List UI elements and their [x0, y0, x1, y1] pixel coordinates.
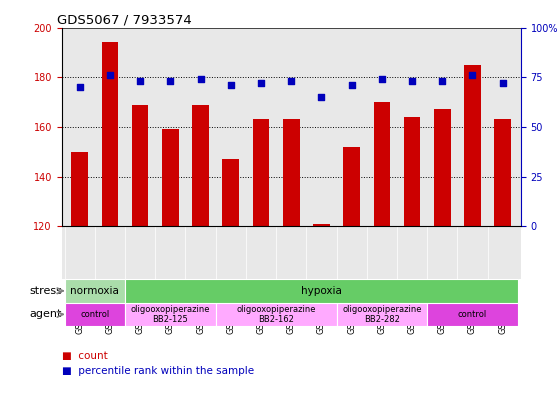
Bar — [125, 303, 216, 326]
Point — [105, 72, 114, 78]
Point — [347, 82, 356, 88]
Text: oligooxopiperazine
BB2-162: oligooxopiperazine BB2-162 — [236, 305, 316, 324]
Text: ■  percentile rank within the sample: ■ percentile rank within the sample — [62, 366, 254, 376]
Bar — [162, 129, 179, 393]
Bar — [222, 159, 239, 393]
Bar — [427, 303, 518, 326]
Point — [226, 82, 235, 88]
Text: control: control — [80, 310, 109, 319]
Bar — [404, 117, 421, 393]
Point — [377, 76, 386, 82]
Text: control: control — [458, 310, 487, 319]
Point — [166, 78, 175, 84]
Bar — [464, 65, 481, 393]
Bar — [101, 42, 118, 393]
Bar — [72, 152, 88, 393]
Bar — [192, 105, 209, 393]
Point — [196, 76, 205, 82]
Bar — [64, 303, 125, 326]
Bar — [132, 105, 148, 393]
Point — [287, 78, 296, 84]
Bar — [494, 119, 511, 393]
Point — [317, 94, 326, 100]
Point — [75, 84, 84, 90]
Text: agent: agent — [30, 309, 62, 320]
Point — [256, 80, 265, 86]
Bar — [374, 102, 390, 393]
Bar — [313, 224, 330, 393]
Bar — [253, 119, 269, 393]
Point — [408, 78, 417, 84]
Bar — [343, 147, 360, 393]
Text: oligooxopiperazine
BB2-125: oligooxopiperazine BB2-125 — [130, 305, 210, 324]
Point — [498, 80, 507, 86]
Point — [468, 72, 477, 78]
Text: GDS5067 / 7933574: GDS5067 / 7933574 — [57, 13, 192, 26]
Bar — [283, 119, 300, 393]
Bar — [125, 279, 518, 303]
Text: stress: stress — [29, 286, 62, 296]
Bar — [337, 303, 427, 326]
Text: hypoxia: hypoxia — [301, 286, 342, 296]
Text: ■  count: ■ count — [62, 351, 108, 361]
Point — [438, 78, 447, 84]
Text: normoxia: normoxia — [71, 286, 119, 296]
Point — [136, 78, 144, 84]
Bar — [434, 110, 451, 393]
Bar — [216, 303, 337, 326]
Bar — [64, 279, 125, 303]
Text: oligooxopiperazine
BB2-282: oligooxopiperazine BB2-282 — [342, 305, 422, 324]
